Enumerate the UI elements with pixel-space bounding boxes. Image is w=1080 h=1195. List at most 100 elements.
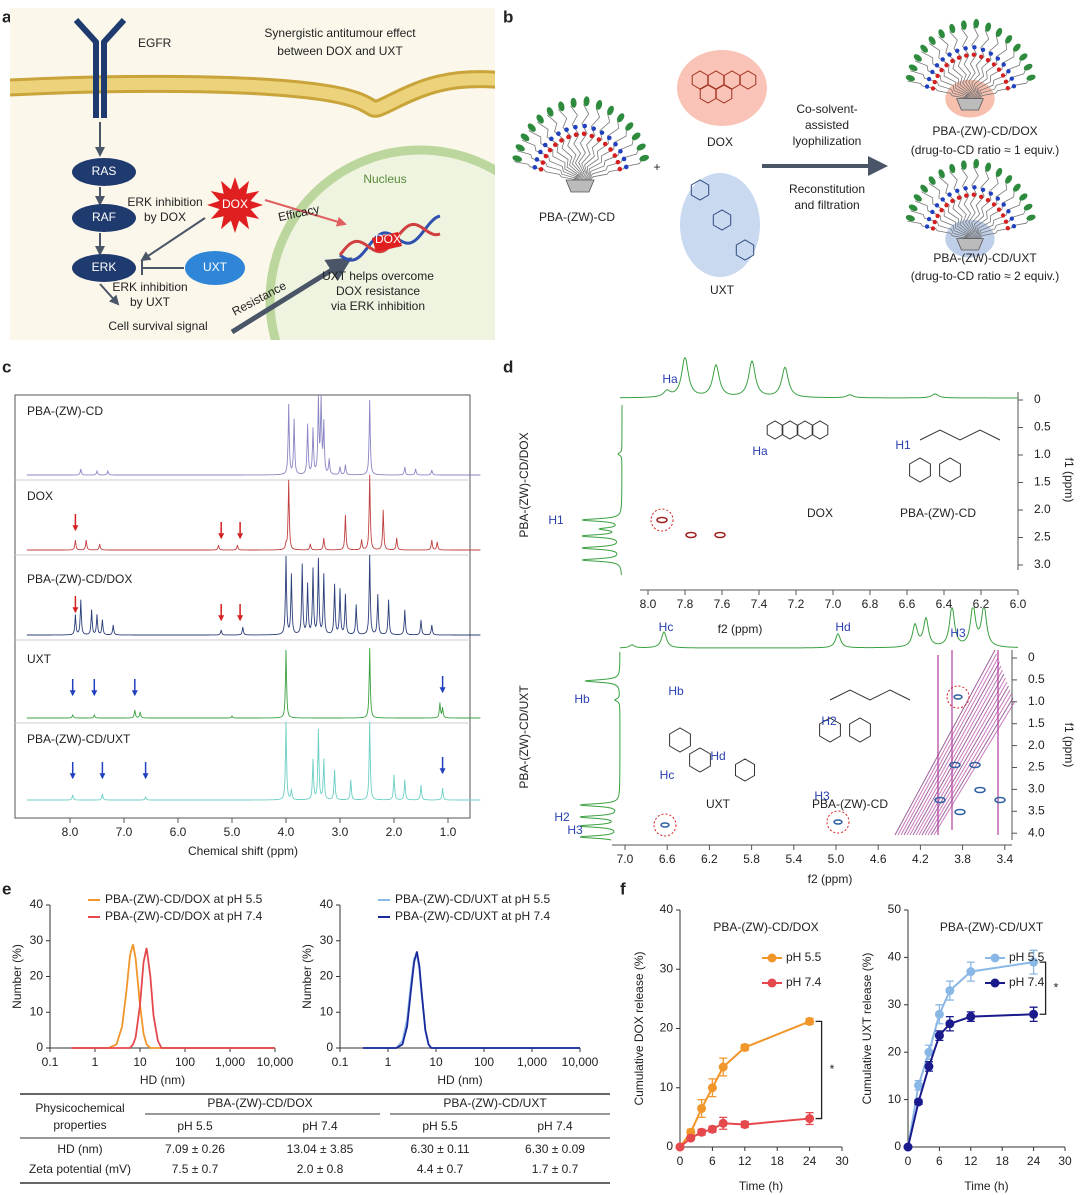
zw-anion — [995, 56, 1001, 61]
pba-group — [527, 123, 536, 132]
dox-label: DOX — [222, 197, 248, 211]
pba-group — [1023, 203, 1033, 211]
x-tick-label: 100 — [175, 1055, 195, 1069]
linker — [829, 689, 911, 701]
projection-f1 — [579, 651, 621, 841]
dox-star — [207, 177, 263, 233]
membrane-inner — [10, 73, 495, 115]
y-tick-label: 40 — [320, 897, 334, 911]
pba-group — [1023, 63, 1033, 71]
pba-group — [920, 184, 929, 193]
x-tick-label: 1,000 — [517, 1055, 547, 1069]
trace-label: UXT — [27, 652, 52, 666]
pba-group — [928, 36, 936, 45]
node-raf — [72, 204, 136, 232]
zw-cation — [971, 52, 977, 57]
legend-label: PBA-(ZW)-CD/UXT at pH 5.5 — [395, 892, 550, 906]
polymer-strand — [580, 107, 601, 183]
zw-anion — [1001, 62, 1006, 67]
table-cell: 6.30 ± 0.09 — [525, 1142, 585, 1156]
diagonal-signal — [897, 653, 997, 836]
pba-group — [920, 44, 929, 53]
zw-cation — [543, 153, 549, 159]
polymer-strand — [584, 129, 627, 183]
x-tick-label: 7.0 — [116, 825, 133, 839]
polymer-strand — [975, 59, 1021, 101]
panel-title: between DOX and UXT — [277, 44, 403, 58]
zw-cation — [944, 62, 949, 68]
table-header: properties — [53, 1118, 106, 1132]
polymer-strand — [970, 29, 990, 101]
series-line — [71, 944, 275, 1049]
ring — [735, 239, 755, 261]
zw-cation — [996, 67, 1002, 72]
data-point — [675, 1142, 685, 1152]
y-tick-label: 0 — [1034, 392, 1041, 406]
zw-anion — [947, 192, 952, 197]
x-tick-label: 10,000 — [562, 1055, 599, 1069]
zw-cation — [552, 142, 558, 148]
peak-label: Hc — [659, 620, 674, 634]
polymer-strand — [938, 176, 970, 241]
ring — [739, 70, 757, 90]
pba-group — [1005, 175, 1013, 184]
x-tick-label: 24 — [803, 1154, 817, 1168]
annotation: ERK inhibition — [127, 195, 202, 209]
product-ratio: (drug-to-CD ratio ≈ 2 equiv.) — [911, 269, 1059, 283]
zw-cation — [939, 68, 944, 73]
zw-cation — [964, 53, 969, 58]
chart-title: PBA-(ZW)-CD/UXT — [940, 920, 1044, 934]
data-point — [697, 1103, 707, 1113]
uxt-label: UXT — [710, 283, 735, 297]
zw-anion — [926, 76, 932, 82]
zw-anion — [532, 165, 538, 170]
survival-label: Cell survival signal — [108, 319, 207, 333]
polymer-strand — [970, 169, 990, 241]
series-line — [907, 1013, 1034, 1148]
y-tick-label: 20 — [320, 969, 334, 983]
peak-label: UXT — [706, 797, 731, 811]
zw-cation — [1003, 219, 1009, 224]
x-tick-label: 3.8 — [954, 852, 971, 866]
x-tick-label: 7.0 — [617, 852, 634, 866]
x-tick-label: 0.1 — [42, 1055, 59, 1069]
zw-anion — [930, 209, 935, 215]
pba-group — [570, 97, 577, 108]
x-tick-label: 6.8 — [862, 597, 879, 611]
zw-anion — [988, 191, 994, 196]
zw-cation — [608, 147, 613, 152]
polymer-strand — [977, 80, 1029, 101]
zw-anion — [549, 136, 554, 142]
pba-group — [938, 169, 945, 179]
x-tick-label: 10 — [133, 1055, 147, 1069]
data-point — [718, 1118, 728, 1128]
data-point — [924, 1061, 934, 1071]
polymer-strand — [977, 220, 1029, 241]
product-ratio: (drug-to-CD ratio ≈ 1 equiv.) — [911, 143, 1059, 157]
zw-anion — [980, 47, 986, 53]
table-subheader: pH 7.4 — [537, 1119, 573, 1133]
peak-label: H3 — [567, 823, 583, 837]
uxt-node — [185, 251, 245, 285]
zw-cation — [939, 208, 944, 213]
zw-cation — [932, 79, 937, 85]
pba-group — [515, 144, 525, 152]
zw-anion — [1011, 224, 1017, 229]
projection-f2 — [619, 357, 1018, 399]
node-erk — [72, 254, 136, 282]
zw-anion — [556, 131, 561, 136]
pba-group — [639, 154, 650, 162]
annotation: DOX resistance — [336, 284, 420, 298]
pba-group — [1019, 53, 1028, 61]
zw-cation — [1000, 213, 1006, 218]
data-point — [1029, 957, 1039, 967]
zw-anion — [930, 69, 935, 75]
inhibition — [141, 261, 184, 275]
pba-group — [973, 158, 980, 169]
zw-anion — [534, 157, 540, 162]
zw-anion — [972, 45, 977, 50]
polymer-strand — [907, 80, 967, 101]
x-tick-label: 8.0 — [62, 825, 79, 839]
peak-label: H3 — [950, 626, 966, 640]
cross-peak — [953, 694, 963, 700]
